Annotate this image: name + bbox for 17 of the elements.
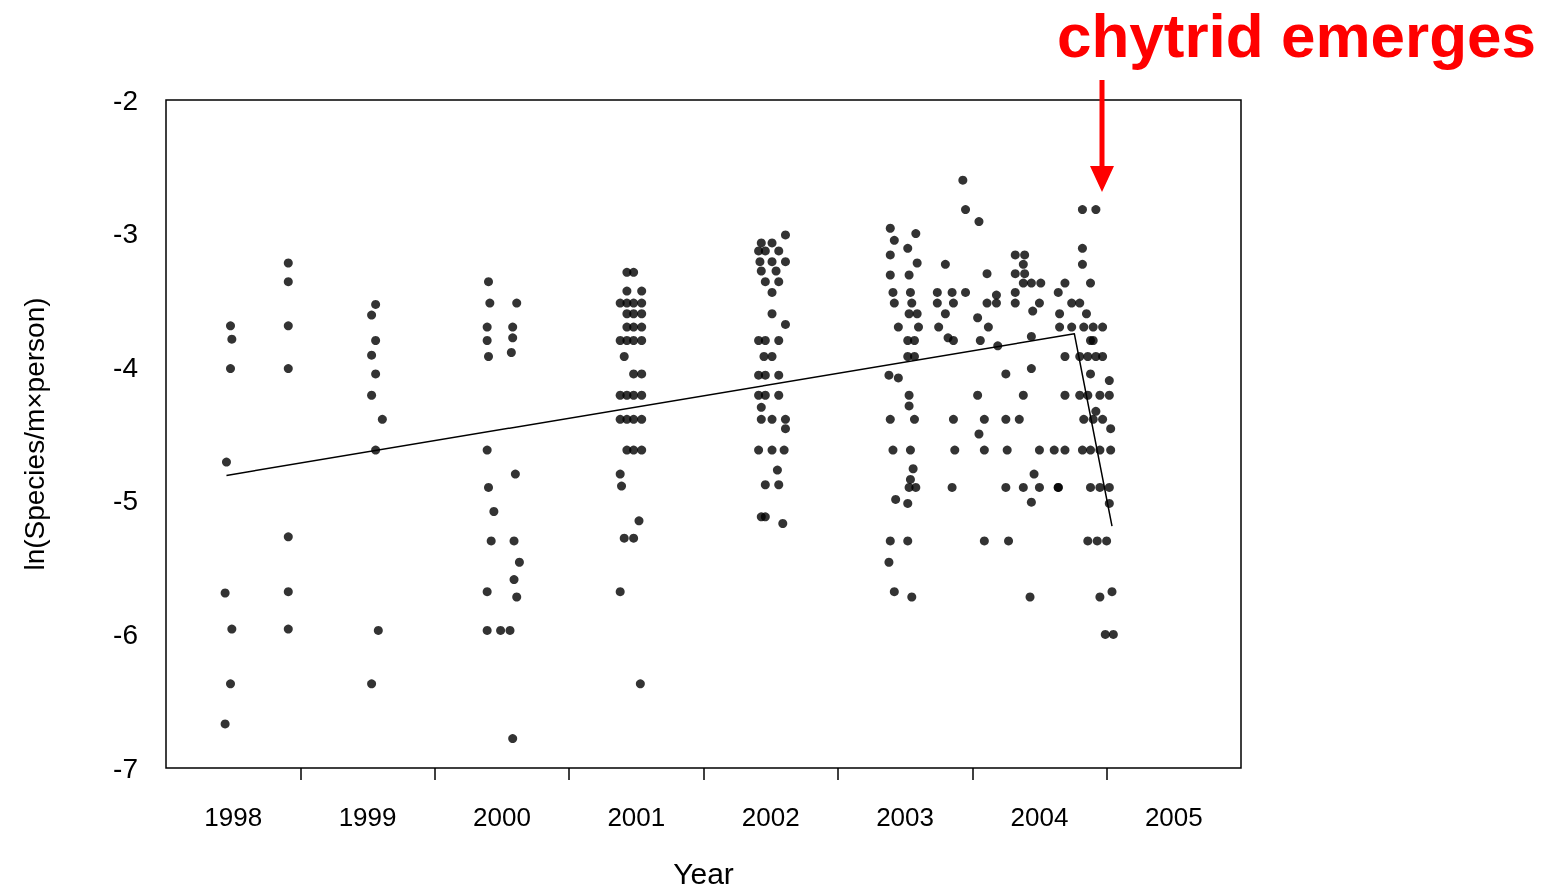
y-tick-label: -4 [113, 351, 138, 383]
y-tick-label: -6 [113, 618, 138, 650]
x-tick-label: 2004 [1010, 802, 1069, 832]
y-tick-label: -7 [113, 752, 138, 784]
x-tick-label: 2002 [741, 802, 800, 832]
text: chytrid emerges [1057, 1, 1536, 70]
x-tick-label: 2003 [876, 802, 934, 832]
x-tick-label: 1998 [204, 802, 263, 832]
y-axis-title: ln(Species/m×person) [18, 297, 50, 571]
y-tick-label: -3 [113, 218, 138, 250]
x-axis-title: Year [673, 856, 734, 890]
x-tick-label: 2005 [1144, 802, 1203, 832]
y-tick-label: -5 [113, 485, 138, 517]
y-tick-label: -2 [113, 84, 138, 116]
x-tick-label: 2001 [607, 802, 666, 832]
x-tick-label: 1999 [338, 802, 397, 832]
x-tick-label: 2000 [473, 802, 531, 832]
